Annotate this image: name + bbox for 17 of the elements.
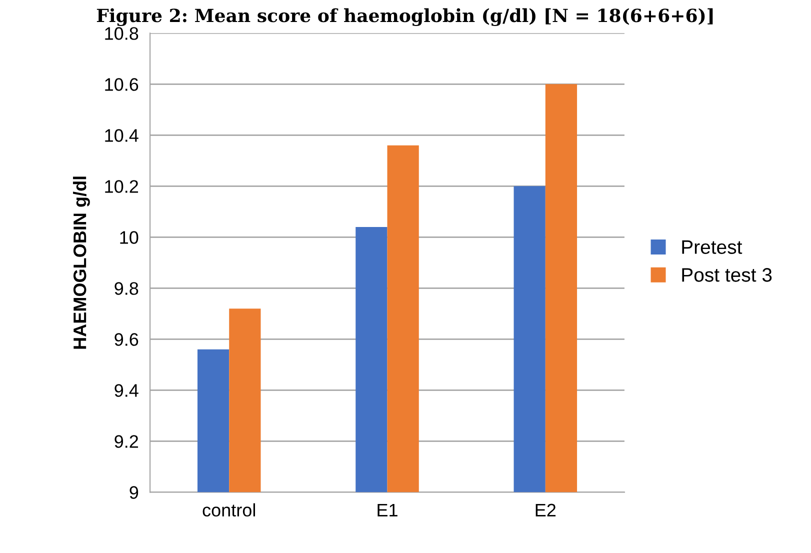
y-axis-title: HAEMOGLOBIN g/dl bbox=[72, 176, 90, 349]
chart-title: Figure 2: Mean score of haemoglobin (g/dl) [N = 18(6+6+6)] bbox=[96, 8, 713, 26]
y-tick-label: 9.6 bbox=[114, 333, 138, 346]
y-tick-label: 10 bbox=[120, 231, 138, 244]
y-tick-label: 10.2 bbox=[105, 180, 138, 193]
y-tick-label: 9.2 bbox=[114, 435, 138, 448]
y-tick-label: 9 bbox=[130, 486, 138, 499]
x-tick-label: control bbox=[202, 503, 255, 517]
y-tick-label: 10.4 bbox=[105, 129, 138, 142]
x-tick-label: E2 bbox=[536, 504, 556, 516]
legend-label: Pretest bbox=[682, 240, 742, 254]
y-tick-label: 10.8 bbox=[105, 27, 138, 40]
x-tick-label: E1 bbox=[378, 504, 398, 516]
legend-label: Post test 3 bbox=[682, 268, 772, 282]
y-tick-label: 10.6 bbox=[105, 78, 138, 91]
y-tick-label: 9.8 bbox=[114, 282, 138, 295]
y-tick-label: 9.4 bbox=[114, 384, 138, 397]
